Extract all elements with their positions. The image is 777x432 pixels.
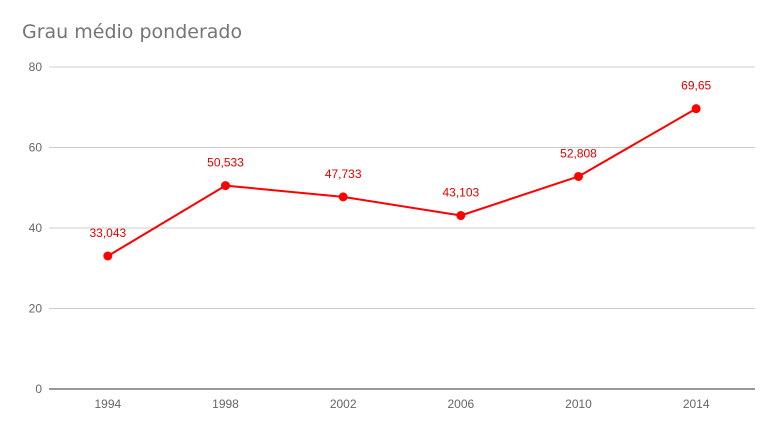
y-tick-label: 60 bbox=[29, 141, 43, 155]
x-tick-label: 1994 bbox=[94, 397, 121, 411]
data-label: 52,808 bbox=[560, 146, 597, 160]
data-point bbox=[456, 211, 466, 221]
data-label: 50,533 bbox=[207, 156, 244, 170]
chart-title: Grau médio ponderado bbox=[22, 21, 243, 43]
y-tick-label: 80 bbox=[29, 60, 43, 74]
data-label: 33,043 bbox=[89, 226, 126, 240]
data-point bbox=[103, 251, 113, 261]
data-point bbox=[691, 104, 701, 114]
data-point bbox=[574, 171, 583, 181]
x-tick-label: 2014 bbox=[683, 397, 710, 411]
series-line bbox=[107, 107, 697, 257]
x-tick-label: 1998 bbox=[212, 397, 239, 411]
y-tick-label: 40 bbox=[29, 221, 43, 235]
y-tick-label: 20 bbox=[29, 302, 43, 316]
data-label: 47,733 bbox=[325, 167, 362, 181]
x-tick-label: 2006 bbox=[447, 397, 474, 411]
data-label: 69,65 bbox=[681, 79, 711, 93]
data-label: 43,103 bbox=[442, 186, 479, 200]
data-point bbox=[221, 181, 230, 191]
x-tick-label: 2002 bbox=[330, 397, 357, 411]
y-tick-label: 0 bbox=[35, 382, 42, 396]
x-tick-label: 2010 bbox=[565, 397, 592, 411]
data-point bbox=[338, 192, 348, 202]
